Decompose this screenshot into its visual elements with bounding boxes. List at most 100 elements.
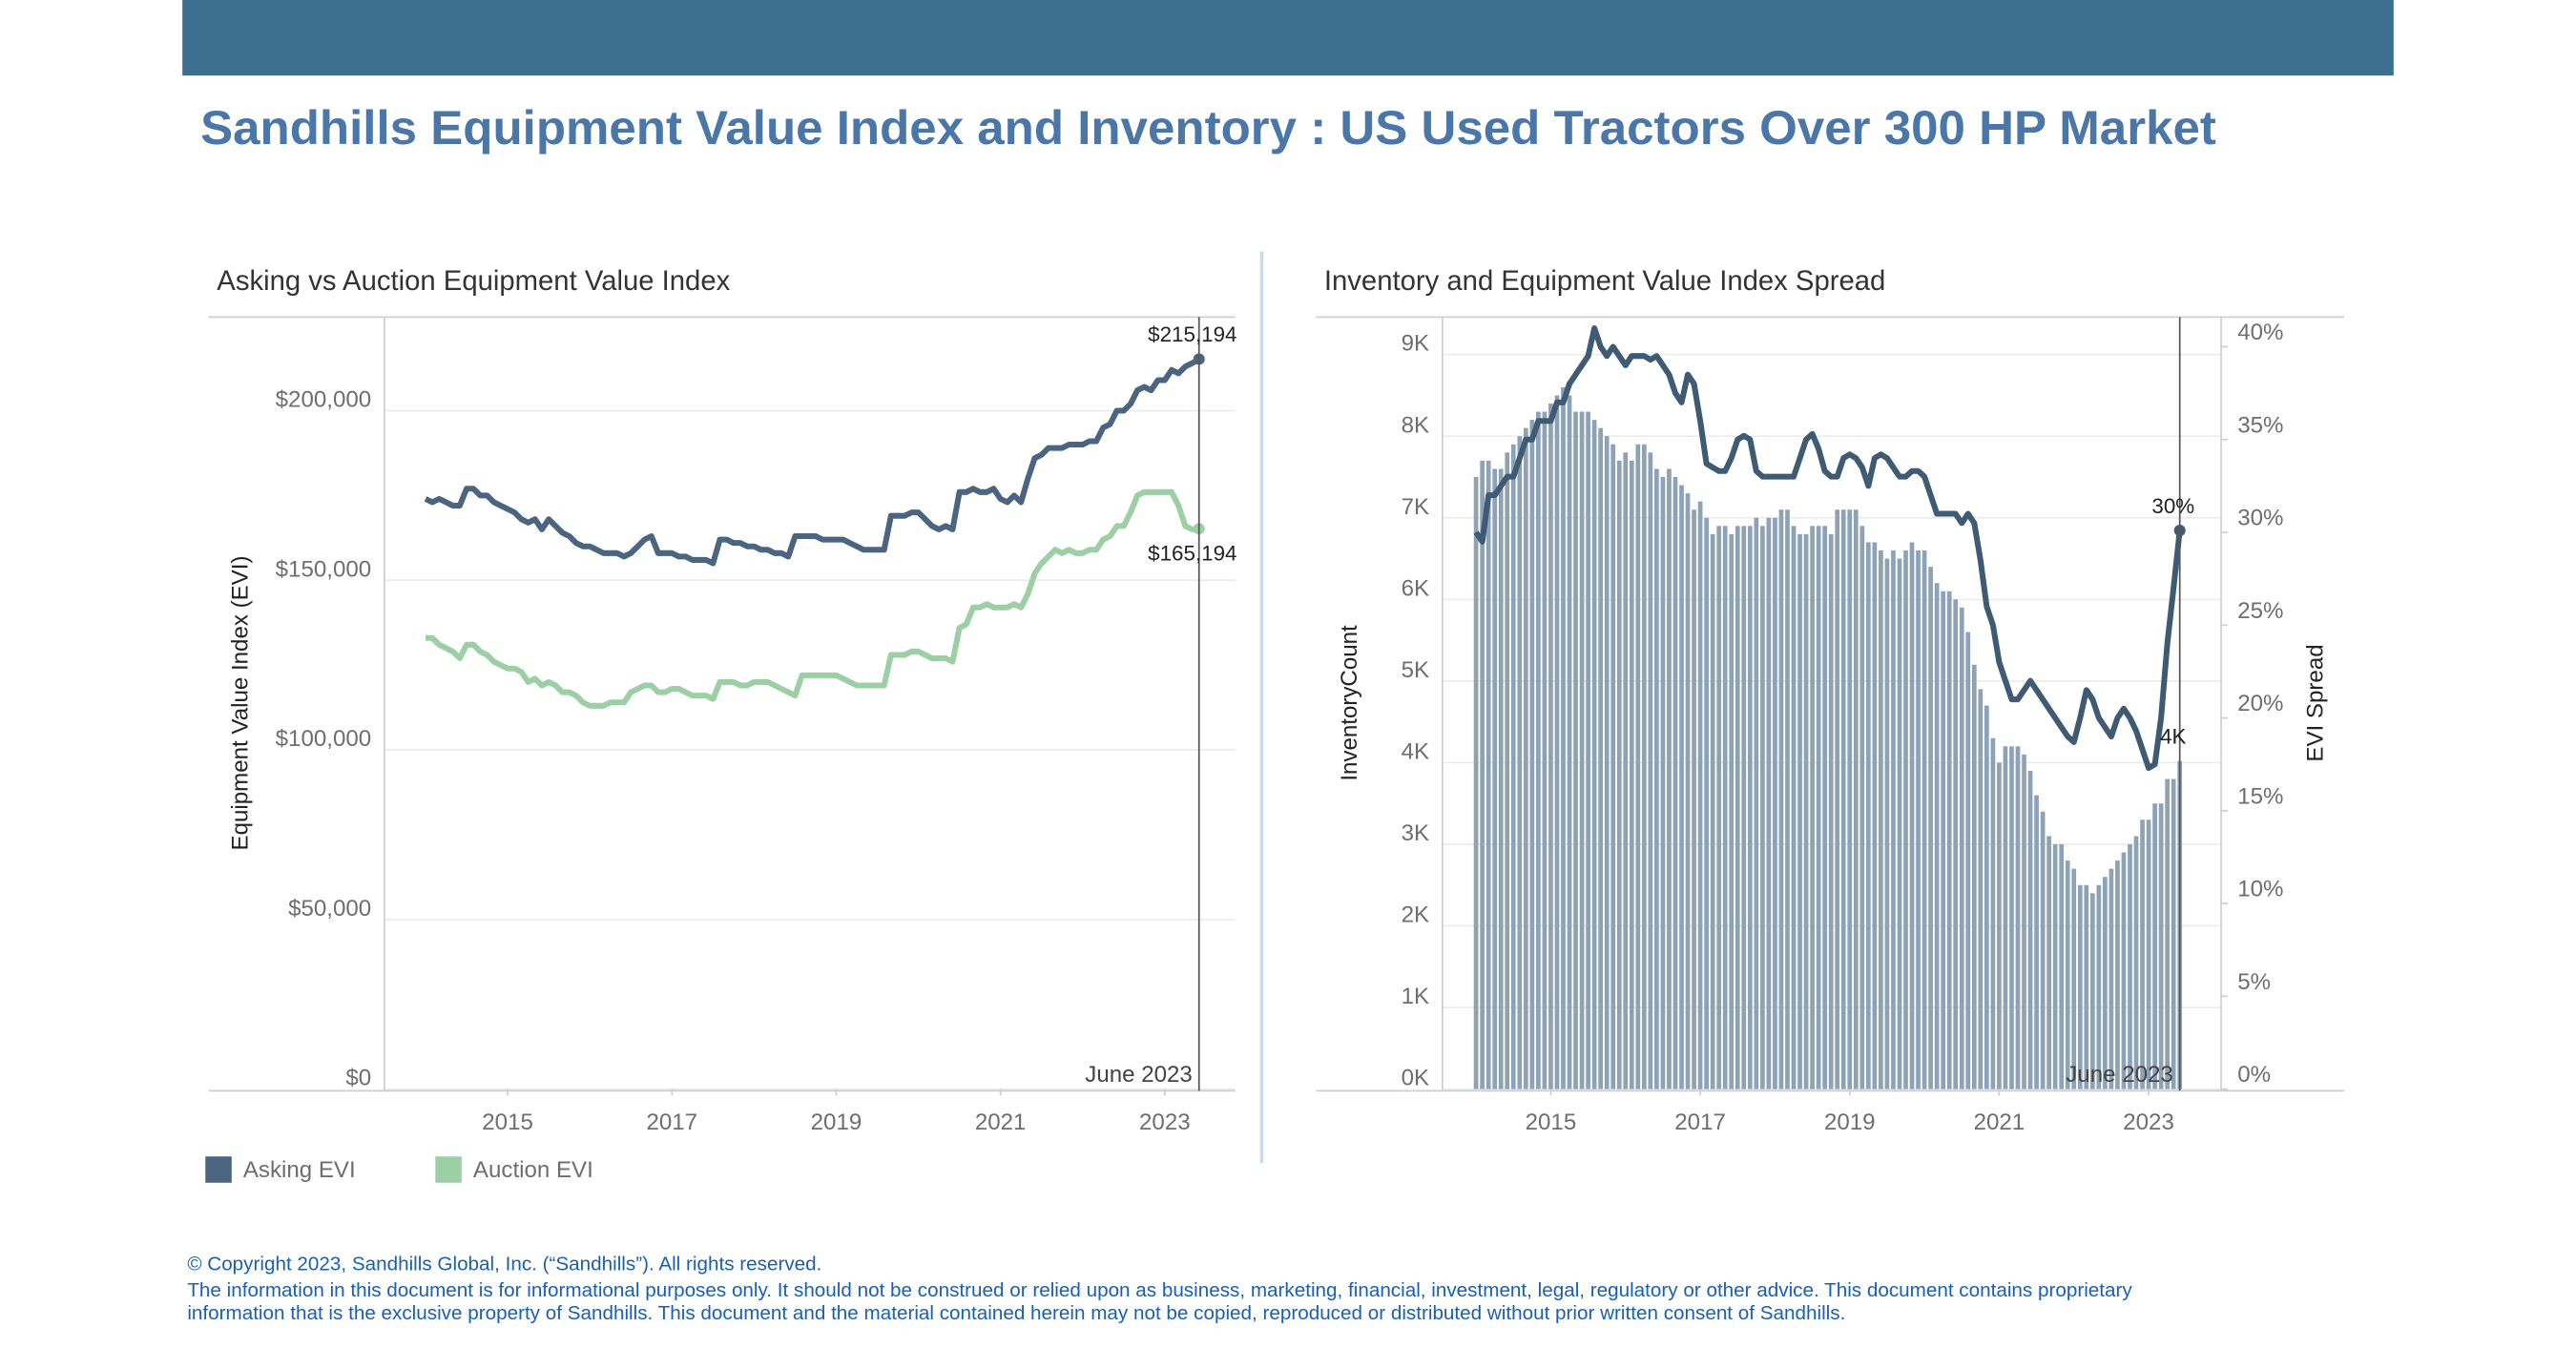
bar — [2146, 819, 2151, 1089]
y-tick-label: 3K — [1402, 820, 1429, 846]
bar — [1984, 705, 1989, 1089]
bar — [2152, 803, 2157, 1089]
y-tick-label: 7K — [1402, 494, 1429, 520]
bar — [1922, 550, 1927, 1089]
bar — [1928, 567, 1933, 1089]
value-label: 4K — [2160, 725, 2186, 749]
bar — [1722, 526, 1728, 1089]
y2-tick-label: 0% — [2237, 1062, 2271, 1088]
bar — [1480, 460, 1485, 1089]
bar — [1884, 558, 1890, 1089]
y2-tick-label: 5% — [2237, 969, 2271, 995]
legend-label: Auction EVI — [473, 1157, 593, 1183]
y-tick-label: 9K — [1402, 331, 1429, 357]
x-tick-label: 2019 — [1824, 1110, 1876, 1135]
y-tick-label: $100,000 — [276, 726, 371, 752]
bar — [2121, 852, 2127, 1089]
value-label: $165,194 — [1148, 542, 1236, 566]
y-tick-label: $150,000 — [276, 556, 371, 582]
reference-label: June 2023 — [1085, 1062, 1193, 1088]
bar — [1672, 477, 1678, 1089]
y2-tick-label: 10% — [2237, 877, 2283, 902]
y2-tick-label: 35% — [2237, 412, 2283, 438]
y-tick-label: 4K — [1402, 738, 1429, 764]
bar — [2071, 868, 2077, 1089]
y-tick-label: $0 — [345, 1066, 371, 1091]
x-tick-label: 2015 — [1526, 1110, 1577, 1135]
bar — [1879, 550, 1883, 1089]
bar — [2027, 770, 2033, 1089]
bar — [1623, 452, 1629, 1089]
bar — [1959, 607, 1964, 1089]
bar — [1797, 533, 1802, 1089]
line — [424, 356, 1201, 567]
bar — [1941, 591, 1946, 1089]
bar — [1891, 550, 1896, 1089]
bar — [1485, 460, 1491, 1089]
bar — [1529, 420, 1535, 1089]
bar — [2128, 843, 2132, 1089]
bar — [1704, 517, 1709, 1089]
y-tick-label: 1K — [1402, 984, 1429, 1009]
footer-line: information that is the exclusive proper… — [187, 1302, 1845, 1324]
bar — [1616, 460, 1622, 1089]
bar — [1778, 509, 1784, 1089]
line — [1473, 324, 2183, 772]
bar — [2077, 884, 2083, 1089]
bar — [1586, 411, 1590, 1089]
bar — [1760, 526, 1765, 1089]
bar — [2015, 746, 2021, 1089]
x-tick-label: 2023 — [2123, 1110, 2174, 1135]
y-tick-label: 2K — [1402, 902, 1429, 928]
bar — [1685, 493, 1691, 1089]
y-tick-label: 6K — [1402, 575, 1429, 601]
y2-tick-label: 20% — [2237, 691, 2283, 716]
bar — [2084, 884, 2089, 1089]
bar — [2140, 819, 2145, 1089]
legend-swatch — [205, 1156, 232, 1183]
bar — [1667, 468, 1672, 1089]
bar — [1828, 533, 1834, 1089]
bar — [1567, 395, 1572, 1089]
bar — [1747, 526, 1753, 1089]
bar — [1654, 468, 1659, 1089]
bar — [2165, 778, 2170, 1089]
y-axis-title: InventoryCount — [1337, 625, 1362, 781]
y2-tick-label: 30% — [2237, 506, 2283, 531]
reference-label: June 2023 — [2066, 1062, 2173, 1088]
bar — [1965, 632, 1971, 1089]
bar — [2003, 746, 2008, 1089]
bar — [2133, 836, 2139, 1089]
bar — [2046, 836, 2051, 1089]
bar — [1610, 444, 1616, 1089]
y2-tick-label: 15% — [2237, 783, 2283, 809]
x-tick-label: 2019 — [811, 1110, 862, 1135]
bar — [2158, 803, 2164, 1089]
header-band — [182, 0, 2394, 76]
bar — [1735, 526, 1740, 1089]
bar — [1517, 436, 1523, 1089]
bar — [2034, 795, 2039, 1089]
bar — [2022, 754, 2026, 1089]
bar — [1816, 526, 1821, 1089]
bar — [1510, 444, 1516, 1089]
bar — [1835, 509, 1840, 1089]
footer-line: © Copyright 2023, Sandhills Global, Inc.… — [187, 1253, 821, 1275]
y2-tick-label: 25% — [2237, 598, 2283, 624]
bar — [1710, 533, 1715, 1089]
bar — [1741, 526, 1747, 1089]
bar — [1903, 550, 1908, 1089]
bar — [1934, 583, 1940, 1089]
bar — [1909, 542, 1915, 1089]
bar — [1635, 444, 1641, 1089]
bar — [1953, 599, 1959, 1089]
bar — [1492, 468, 1498, 1089]
bar — [1697, 501, 1703, 1089]
bar — [1536, 411, 1541, 1089]
bar — [1579, 411, 1585, 1089]
bar — [1660, 477, 1666, 1089]
y2-axis-title: EVI Spread — [2302, 644, 2328, 761]
bar — [1997, 762, 2002, 1089]
bar — [2052, 843, 2058, 1089]
bar — [1716, 526, 1722, 1089]
